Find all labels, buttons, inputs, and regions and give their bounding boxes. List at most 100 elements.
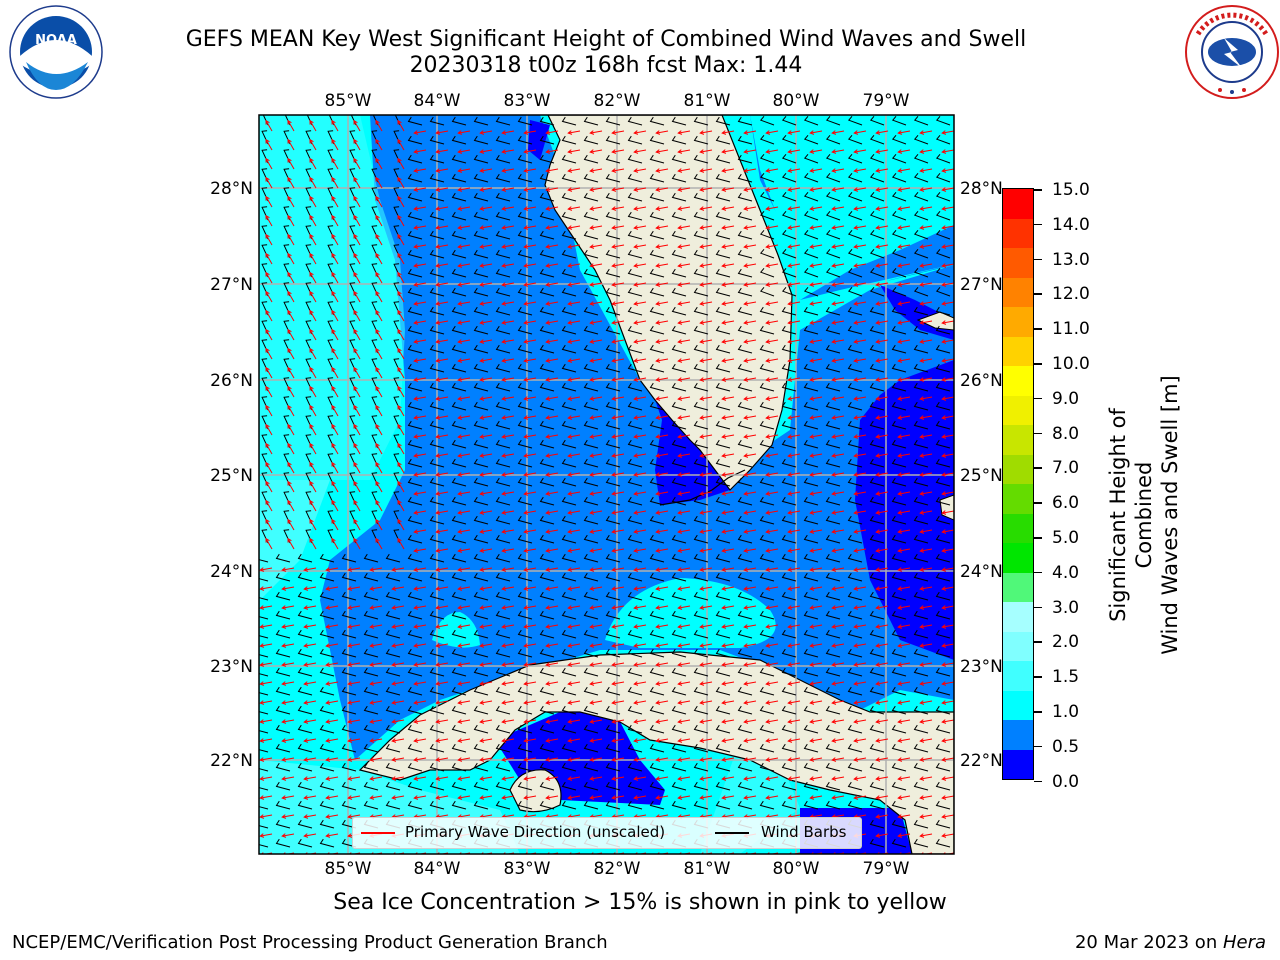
- wave-direction-arrow: [287, 404, 295, 417]
- wave-direction-arrow: [677, 244, 691, 249]
- wind-barb: [473, 344, 489, 354]
- wind-barb: [429, 287, 445, 297]
- wave-direction-arrow: [501, 453, 515, 458]
- lat-label-right: 24°N: [960, 562, 1003, 582]
- wave-direction-arrow: [523, 662, 537, 667]
- wave-direction-arrow: [523, 529, 537, 534]
- wind-barb: [627, 249, 643, 259]
- wind-barb: [539, 439, 555, 449]
- wind-barb: [473, 211, 489, 221]
- wind-barb: [583, 629, 599, 639]
- wind-barb: [473, 173, 489, 183]
- wave-direction-arrow: [875, 719, 889, 724]
- wind-barb: [847, 610, 863, 620]
- wind-barb: [407, 439, 423, 449]
- wave-direction-arrow: [369, 795, 383, 800]
- wave-direction-arrow: [589, 263, 603, 268]
- wind-barb: [341, 800, 357, 810]
- wave-direction-arrow: [391, 567, 405, 572]
- wave-direction-arrow: [853, 738, 867, 743]
- wave-direction-arrow: [265, 461, 273, 474]
- wind-barb: [671, 781, 687, 791]
- wave-direction-arrow: [397, 537, 405, 550]
- wave-direction-arrow: [545, 700, 559, 705]
- wind-barb: [451, 192, 467, 202]
- wind-barb: [407, 420, 423, 430]
- wave-direction-arrow: [567, 738, 581, 743]
- wave-direction-arrow: [457, 662, 471, 667]
- wave-direction-arrow: [721, 453, 735, 458]
- wind-barb: [825, 686, 841, 696]
- wave-direction-arrow: [353, 480, 361, 493]
- wave-direction-arrow: [413, 453, 427, 458]
- wind-barb: [891, 325, 907, 335]
- colorbar-segment: [1003, 749, 1033, 779]
- wind-barb: [825, 515, 841, 525]
- wind-barb: [891, 629, 907, 639]
- wind-barb: [825, 648, 841, 658]
- wind-barb: [781, 286, 797, 297]
- wave-direction-arrow: [331, 119, 339, 132]
- chart-subtitle: 20230318 t00z 168h fcst Max: 1.44: [409, 53, 803, 78]
- wave-direction-arrow: [787, 263, 801, 268]
- wave-direction-arrow: [897, 605, 911, 610]
- wave-direction-arrow: [809, 149, 823, 154]
- wave-direction-arrow: [787, 434, 801, 439]
- wave-direction-arrow: [787, 700, 801, 705]
- wind-barb: [495, 363, 511, 373]
- colorbar-segment: [1003, 247, 1033, 278]
- wave-direction-arrow: [523, 358, 537, 363]
- wave-direction-arrow: [545, 282, 559, 287]
- wave-direction-arrow: [567, 567, 581, 572]
- wave-direction-arrow: [655, 396, 669, 401]
- wave-direction-arrow: [501, 662, 515, 667]
- wind-barb: [429, 439, 445, 449]
- wave-direction-arrow: [699, 662, 713, 667]
- wave-direction-arrow: [699, 263, 713, 268]
- wave-direction-arrow: [853, 624, 867, 629]
- wave-direction-arrow: [699, 757, 713, 762]
- wave-direction-arrow: [919, 396, 933, 401]
- wind-barb: [803, 267, 819, 278]
- wave-direction-arrow: [545, 548, 559, 553]
- wave-direction-arrow: [633, 510, 647, 515]
- wind-barb: [847, 743, 863, 753]
- wind-barb: [803, 705, 819, 715]
- wave-direction-arrow: [265, 214, 273, 227]
- wave-direction-arrow: [259, 586, 273, 591]
- wind-barb: [473, 268, 489, 278]
- wave-direction-arrow: [567, 358, 581, 363]
- wind-barb: [715, 458, 731, 468]
- colorbar-segment: [1003, 631, 1033, 661]
- wind-barb: [407, 705, 423, 715]
- wave-direction-arrow: [809, 282, 823, 287]
- wave-direction-arrow: [353, 442, 361, 455]
- wave-direction-arrow: [391, 662, 405, 667]
- wave-direction-arrow: [633, 358, 647, 363]
- wave-direction-arrow: [633, 586, 647, 591]
- wind-barb: [583, 743, 599, 753]
- wave-direction-arrow: [325, 662, 339, 667]
- wave-direction-arrow: [303, 700, 317, 705]
- wave-direction-arrow: [287, 271, 295, 284]
- colorbar-segment: [1003, 188, 1033, 219]
- wave-direction-arrow: [831, 187, 845, 192]
- wave-direction-arrow: [941, 168, 954, 173]
- wave-direction-arrow: [633, 377, 647, 382]
- wave-direction-arrow: [633, 795, 647, 800]
- wave-direction-arrow: [919, 168, 933, 173]
- wind-barb: [715, 420, 731, 430]
- wave-direction-arrow: [331, 518, 339, 531]
- wave-direction-arrow: [391, 624, 405, 629]
- wave-direction-arrow: [853, 567, 867, 572]
- colorbar-tick-label: 1.5: [1052, 667, 1080, 688]
- wave-direction-arrow: [265, 385, 273, 398]
- wave-direction-arrow: [721, 244, 735, 249]
- wave-direction-arrow: [875, 187, 889, 192]
- wave-direction-arrow: [435, 225, 449, 230]
- wind-barb: [605, 743, 621, 753]
- wave-direction-arrow: [287, 138, 295, 151]
- wind-barb: [759, 515, 775, 525]
- wind-barb: [473, 192, 489, 202]
- wind-barb: [759, 781, 775, 791]
